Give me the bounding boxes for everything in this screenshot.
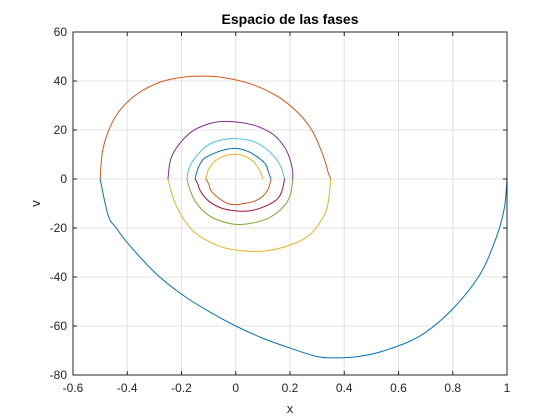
x-tick-label: -0.4	[117, 381, 138, 395]
x-tick-label: -0.2	[171, 381, 192, 395]
y-tick-label: -40	[50, 270, 68, 284]
x-tick-label: 0.8	[444, 381, 461, 395]
series-line-3	[167, 178, 332, 253]
series-line-4	[167, 120, 294, 180]
series-line-10	[205, 153, 264, 180]
x-tick-label: 0.4	[336, 381, 353, 395]
x-axis-label: x	[287, 401, 294, 416]
y-tick-label: -20	[50, 221, 68, 235]
plot-area: -0.6 -0.4 -0.2 0 0.2 0.4 0.6 0.8 1 -80 -60 -40 -20 0 2…	[50, 25, 511, 395]
series-line-9	[205, 178, 272, 206]
x-tick-label: 0.2	[282, 381, 299, 395]
series-line-5	[186, 178, 294, 225]
y-axis-label: v	[28, 200, 43, 207]
y-tick-label: -60	[50, 319, 68, 333]
x-tick-label: -0.6	[63, 381, 84, 395]
ticks: -0.6 -0.4 -0.2 0 0.2 0.4 0.6 0.8 1 -80 -60 -40 -20 0 2…	[50, 25, 511, 395]
series-layer	[99, 75, 507, 359]
y-tick-label: 0	[60, 172, 67, 186]
series-line-7	[194, 178, 286, 212]
chart-title: Espacio de las fases	[222, 11, 359, 27]
series-line-1	[99, 178, 507, 359]
series-line-2	[99, 75, 332, 180]
y-tick-label: -80	[50, 368, 68, 382]
x-tick-label: 0	[232, 381, 239, 395]
x-tick-label: 0.6	[390, 381, 407, 395]
series-line-6	[186, 138, 286, 180]
x-tick-label: 1	[504, 381, 511, 395]
y-tick-label: 40	[54, 74, 68, 88]
series-line-8	[194, 147, 272, 180]
y-tick-label: 20	[54, 123, 68, 137]
y-tick-label: 60	[54, 25, 68, 39]
